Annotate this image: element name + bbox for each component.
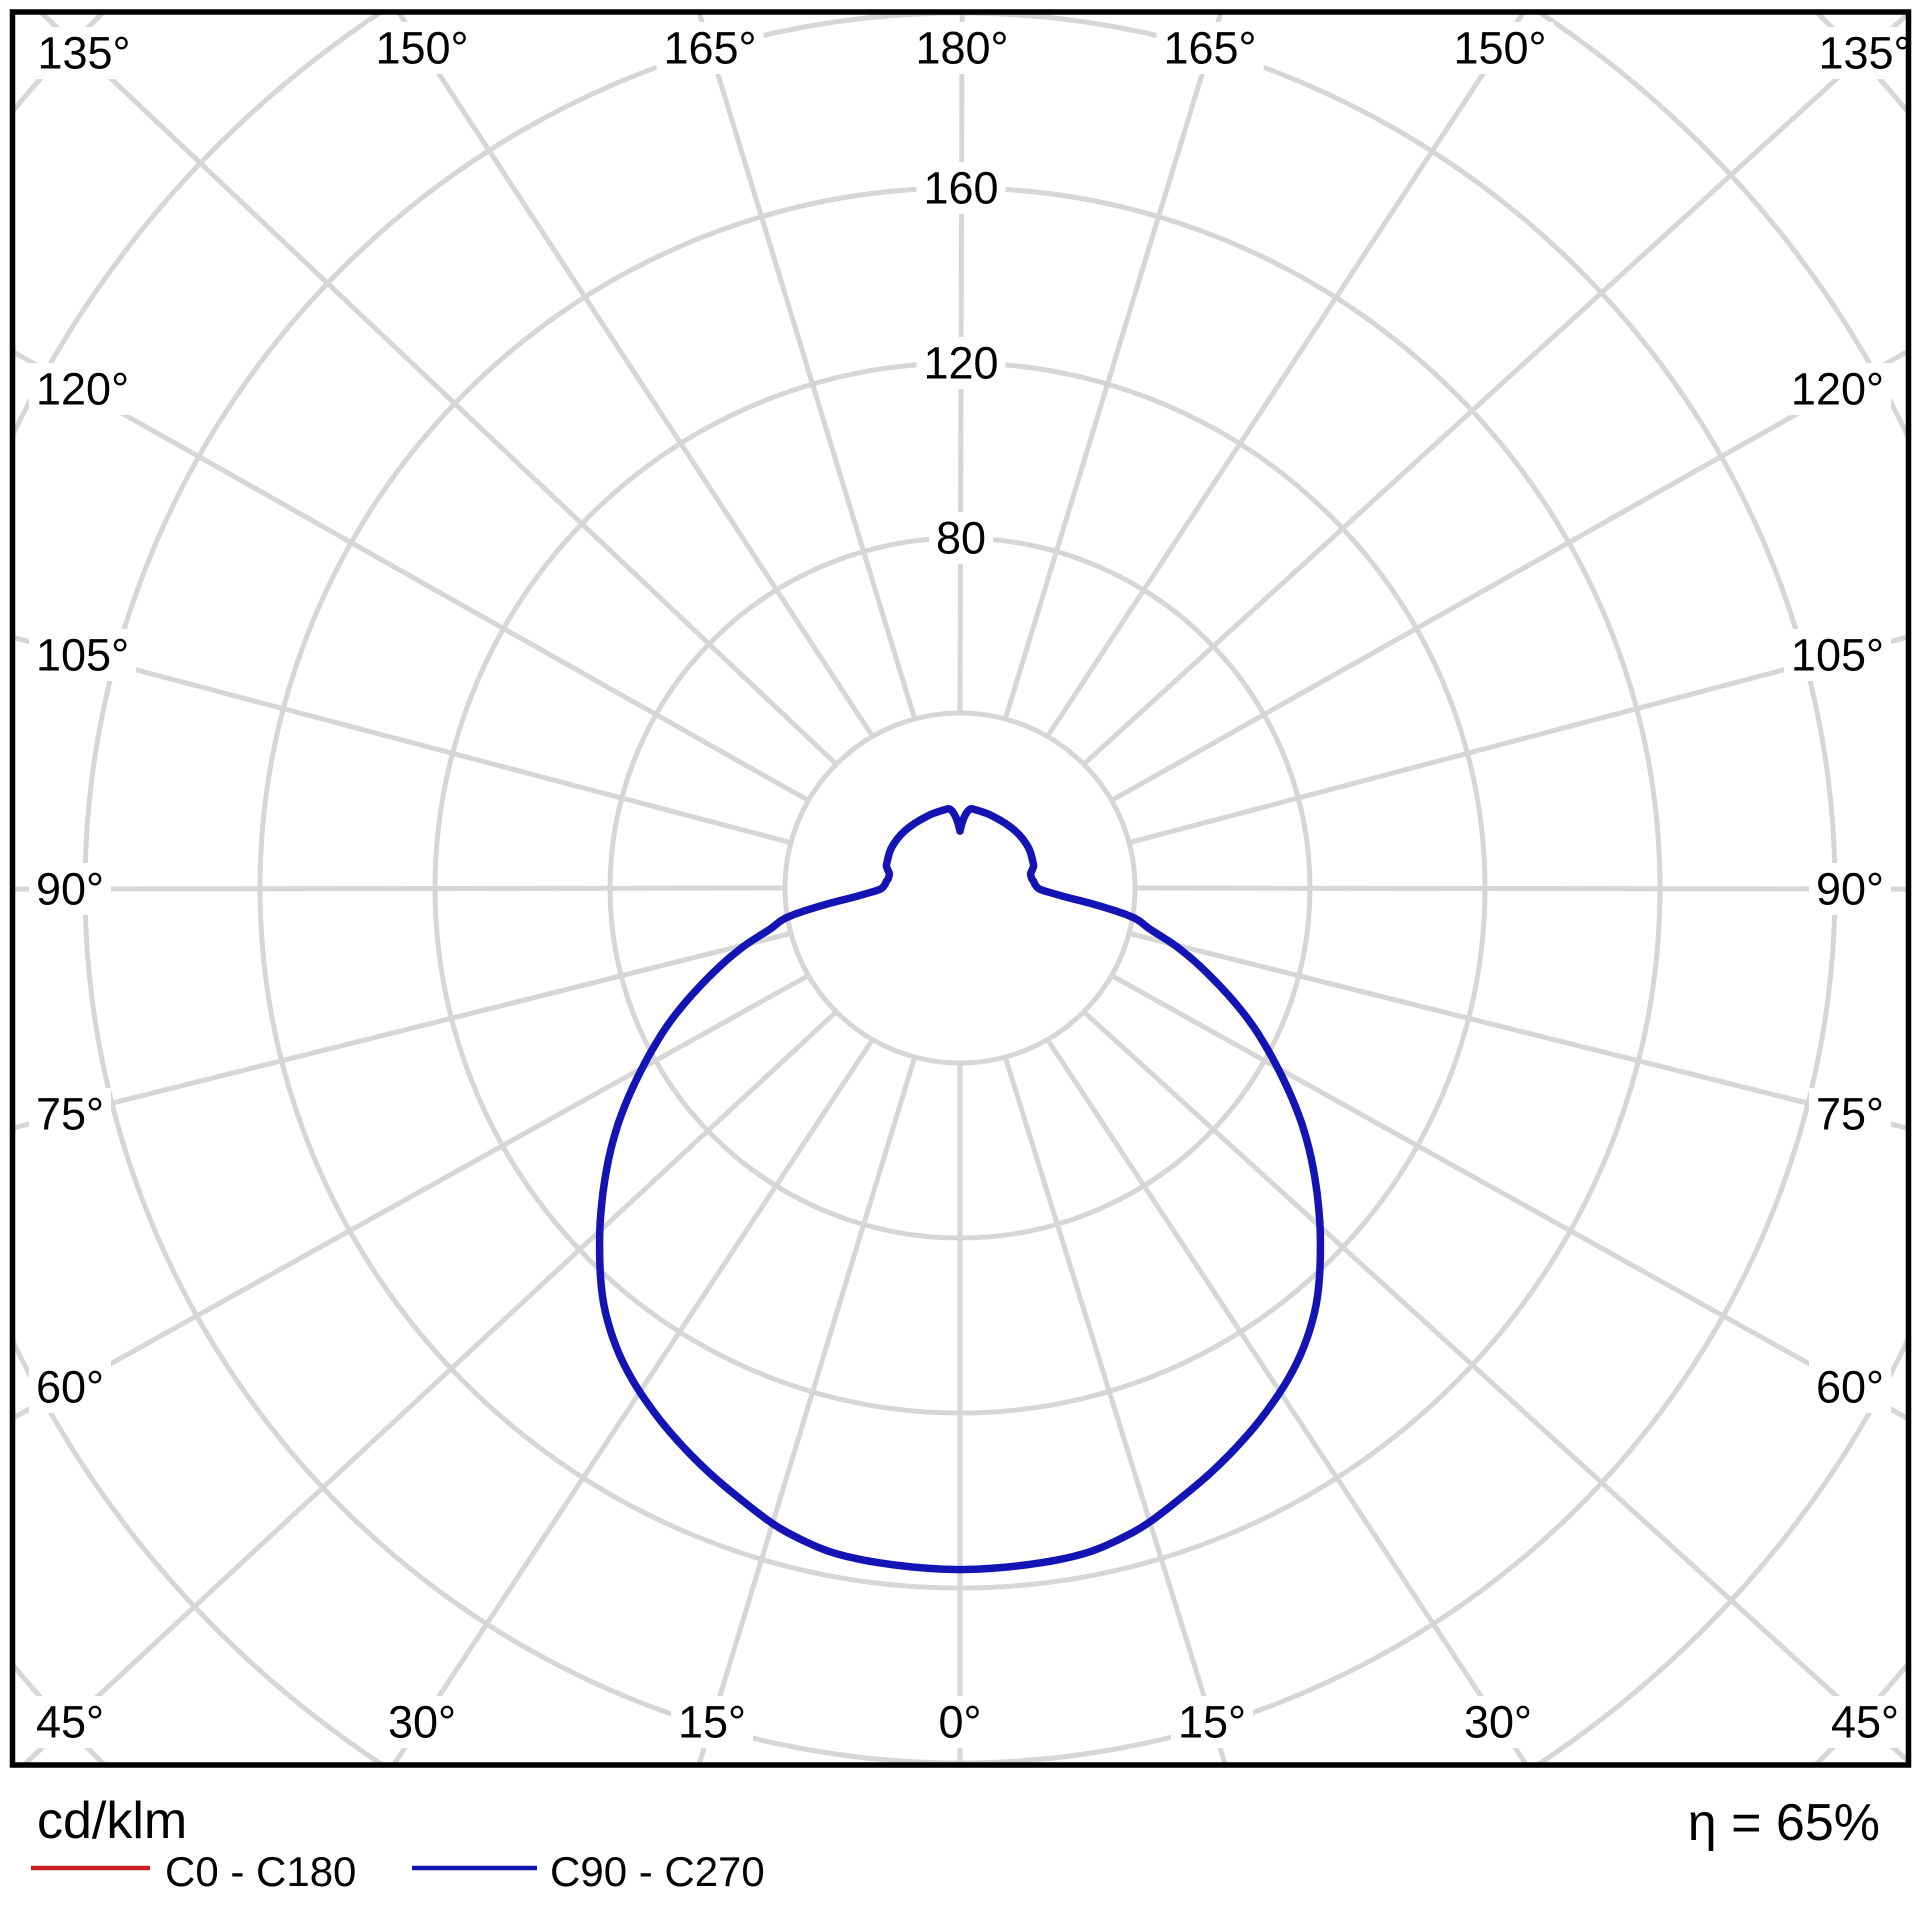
- svg-text:150°: 150°: [1453, 23, 1546, 74]
- svg-text:135°: 135°: [1818, 28, 1911, 79]
- svg-text:45°: 45°: [1831, 1697, 1899, 1748]
- svg-text:120: 120: [923, 338, 998, 389]
- svg-text:120°: 120°: [36, 364, 129, 415]
- svg-text:120°: 120°: [1791, 364, 1884, 415]
- svg-text:0°: 0°: [938, 1697, 981, 1748]
- svg-text:105°: 105°: [36, 630, 129, 681]
- svg-text:15°: 15°: [678, 1697, 746, 1748]
- svg-text:105°: 105°: [1791, 630, 1884, 681]
- svg-text:60°: 60°: [36, 1362, 104, 1413]
- svg-text:60°: 60°: [1816, 1362, 1884, 1413]
- svg-text:180°: 180°: [915, 23, 1008, 74]
- svg-text:165°: 165°: [663, 23, 756, 74]
- svg-text:90°: 90°: [1816, 864, 1884, 915]
- svg-text:45°: 45°: [36, 1697, 104, 1748]
- svg-text:15°: 15°: [1178, 1697, 1246, 1748]
- svg-text:C0 - C180: C0 - C180: [165, 1848, 356, 1895]
- svg-text:C90 - C270: C90 - C270: [550, 1848, 765, 1895]
- svg-text:cd/klm: cd/klm: [37, 1792, 187, 1850]
- svg-text:75°: 75°: [1816, 1089, 1884, 1140]
- svg-text:30°: 30°: [1464, 1697, 1532, 1748]
- svg-text:150°: 150°: [375, 23, 468, 74]
- svg-text:135°: 135°: [37, 28, 130, 79]
- svg-text:30°: 30°: [388, 1697, 456, 1748]
- svg-text:90°: 90°: [36, 864, 104, 915]
- svg-text:η = 65%: η = 65%: [1688, 1794, 1880, 1852]
- svg-text:75°: 75°: [36, 1089, 104, 1140]
- svg-text:80: 80: [936, 513, 986, 564]
- svg-text:165°: 165°: [1163, 23, 1256, 74]
- svg-text:160: 160: [923, 163, 998, 214]
